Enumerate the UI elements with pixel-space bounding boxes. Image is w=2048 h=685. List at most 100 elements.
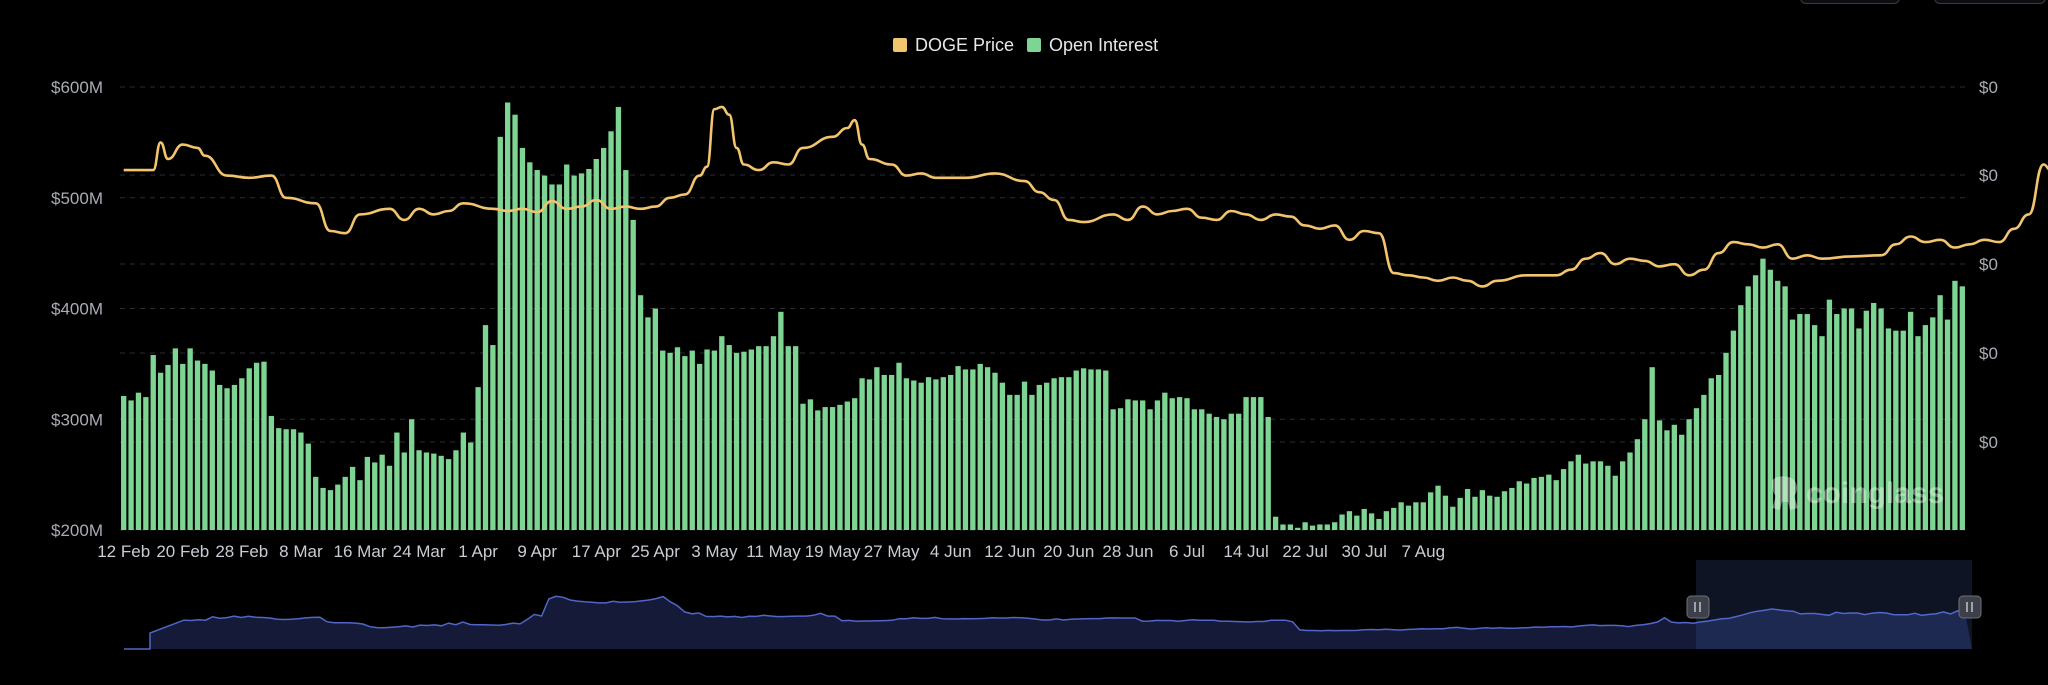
open-interest-bar: [844, 401, 850, 530]
x-tick-label: 25 Apr: [631, 542, 680, 561]
open-interest-bar: [896, 362, 902, 530]
open-interest-bar: [527, 162, 533, 530]
open-interest-bar: [1878, 308, 1884, 530]
open-interest-bar: [541, 175, 548, 530]
x-tick-label: 24 Mar: [393, 542, 446, 561]
open-interest-bar: [372, 462, 378, 530]
x-tick-label: 28 Jun: [1102, 542, 1153, 561]
open-interest-bar: [756, 346, 762, 530]
open-interest-bar: [1782, 286, 1788, 530]
y-axis-right: $0 $0 $0 $0 $0: [1979, 78, 1998, 452]
open-interest-bar: [1250, 397, 1257, 530]
open-interest-bar: [1686, 419, 1692, 530]
open-interest-bar: [1907, 311, 1914, 530]
open-interest-bar: [1457, 497, 1463, 530]
open-interest-bar: [1073, 370, 1079, 530]
navigator-handle-right[interactable]: [1958, 595, 1982, 619]
open-interest-bar: [822, 407, 828, 530]
open-interest-bar: [453, 450, 459, 530]
y-right-tick-label: $0: [1979, 166, 1998, 185]
open-interest-bar: [364, 456, 371, 530]
open-interest-bar: [859, 378, 865, 530]
x-tick-label: 4 Jun: [930, 542, 972, 561]
open-interest-bar: [261, 361, 267, 530]
price-line-layer: [123, 105, 2048, 288]
open-interest-bar: [1937, 295, 1943, 530]
open-interest-bar: [217, 384, 223, 530]
navigator-handle-left[interactable]: [1686, 595, 1710, 619]
open-interest-bar: [874, 367, 880, 530]
open-interest-bar: [1664, 430, 1670, 530]
open-interest-bar: [1243, 397, 1249, 530]
open-interest-bar: [1332, 522, 1338, 530]
open-interest-bar: [1715, 374, 1722, 530]
navigator[interactable]: [124, 560, 1982, 650]
open-interest-bar: [1811, 325, 1818, 530]
open-interest-bar: [1745, 286, 1751, 530]
open-interest-bar: [778, 311, 784, 530]
open-interest-bar: [290, 429, 297, 530]
open-interest-bar: [1450, 506, 1456, 530]
open-interest-bar: [630, 219, 636, 530]
open-interest-bar: [1295, 527, 1301, 530]
open-interest-bar: [888, 374, 895, 530]
watermark: coinglass: [1772, 476, 1944, 510]
open-interest-bar: [1346, 511, 1353, 530]
open-interest-bar: [209, 370, 215, 530]
open-interest-bar: [881, 374, 887, 530]
open-interest-bar: [445, 459, 452, 530]
legend-item-doge-price[interactable]: DOGE Price: [893, 35, 1014, 55]
open-interest-bar: [608, 131, 614, 531]
y-left-tick-label: $200M: [51, 521, 103, 540]
toolbar-button-left[interactable]: [1800, 0, 1900, 4]
open-interest-bar: [121, 395, 127, 530]
y-axis-left: $600M $500M $400M $300M $200M: [51, 78, 103, 540]
open-interest-bar: [984, 367, 991, 530]
open-interest-bar: [800, 403, 806, 530]
open-interest-bar: [1309, 525, 1316, 530]
open-interest-bar: [505, 102, 511, 530]
open-interest-bar: [1612, 475, 1618, 530]
open-interest-bar: [1080, 368, 1087, 530]
open-interest-bar: [194, 360, 201, 530]
open-interest-bar: [748, 349, 754, 530]
open-interest-bar: [1671, 424, 1677, 530]
open-interest-bar: [1834, 314, 1840, 530]
open-interest-bar: [711, 350, 718, 530]
open-interest-bar: [741, 351, 747, 530]
x-tick-label: 19 May: [805, 542, 861, 561]
open-interest-bar: [231, 384, 238, 530]
open-interest-bar: [1649, 367, 1655, 530]
open-interest-bar: [409, 419, 415, 530]
open-interest-bar: [283, 429, 289, 530]
legend-item-open-interest[interactable]: Open Interest: [1027, 35, 1158, 55]
open-interest-bar: [165, 364, 171, 530]
open-interest-bar: [357, 480, 363, 530]
open-interest-bar: [1110, 409, 1116, 530]
open-interest-bar: [925, 377, 932, 530]
toolbar-button-right[interactable]: [1934, 0, 2046, 4]
open-interest-bar: [1509, 487, 1515, 530]
open-interest-bar: [770, 336, 777, 530]
open-interest-bar: [1531, 477, 1537, 530]
open-interest-bar: [586, 168, 592, 530]
open-interest-bar: [1442, 495, 1449, 530]
open-interest-bar: [320, 487, 326, 530]
x-axis: 12 Feb 20 Feb 28 Feb 8 Mar 16 Mar 24 Mar 1 Apr…: [97, 542, 1445, 561]
open-interest-bar: [1826, 299, 1833, 530]
open-interest-bar: [1701, 394, 1707, 530]
x-tick-label: 3 May: [691, 542, 738, 561]
open-interest-bar: [305, 443, 311, 530]
open-interest-bar: [482, 325, 489, 530]
legend-label-doge-price: DOGE Price: [915, 35, 1014, 55]
open-interest-bar: [468, 442, 474, 530]
open-interest-bar: [615, 106, 622, 530]
open-interest-bar: [1775, 280, 1781, 530]
open-interest-bar: [1627, 452, 1633, 530]
open-interest-bar: [1538, 476, 1545, 530]
navigator-selection[interactable]: [1696, 560, 1972, 649]
open-interest-bar: [253, 362, 260, 530]
open-interest-bar: [1590, 461, 1596, 530]
open-interest-bar: [1841, 308, 1847, 530]
